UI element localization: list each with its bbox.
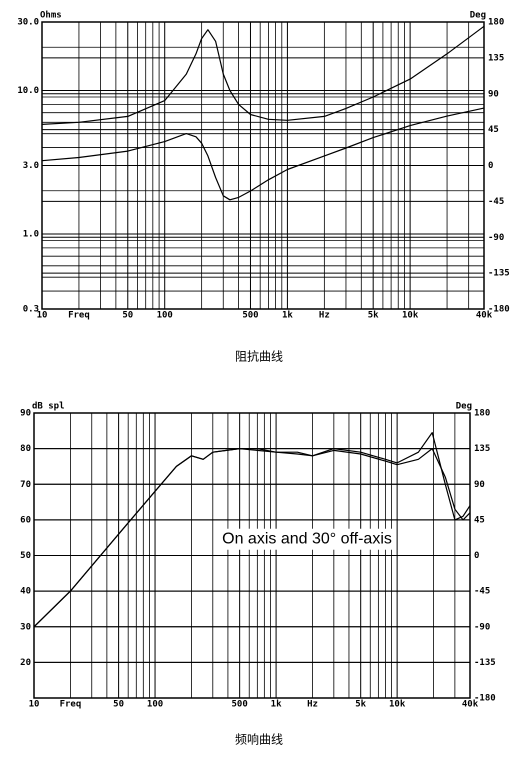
y2-axis-label: Deg — [456, 402, 472, 412]
x-tick-label: 50 — [122, 311, 133, 321]
x-tick-label: 10 — [37, 311, 48, 321]
y2-tick-label: 180 — [488, 18, 504, 28]
y2-tick-label: 90 — [474, 480, 485, 490]
y2-tick-label: 135 — [488, 53, 504, 63]
y-tick-label: 20 — [20, 658, 31, 668]
plot-frame — [41, 21, 485, 310]
y2-tick-label: 45 — [474, 515, 485, 525]
x-tick-label: 50 — [113, 700, 124, 710]
y2-tick-label: 0 — [488, 161, 493, 171]
x-axis-label: Freq — [60, 700, 82, 710]
x-tick-label: 500 — [232, 700, 248, 710]
x-tick-label: 5k — [368, 311, 379, 321]
y2-tick-label: -90 — [488, 233, 504, 243]
x-tick-label: 1k — [282, 311, 293, 321]
y-tick-label: 40 — [20, 587, 31, 597]
y-tick-label: 0.3 — [23, 305, 39, 315]
y-axis-label: dB spl — [32, 402, 65, 412]
plot-frame — [33, 412, 471, 699]
x-tick-label: 40k — [476, 311, 493, 321]
y2-tick-label: 0 — [474, 551, 479, 561]
y2-tick-label: 90 — [488, 89, 499, 99]
y-tick-label: 80 — [20, 444, 31, 454]
y2-tick-label: -45 — [488, 197, 504, 207]
x-tick-label: 100 — [157, 311, 173, 321]
annotation: On axis and 30° off-axis — [222, 531, 392, 548]
annotation-bg — [219, 528, 395, 550]
y-tick-label: 10.0 — [17, 86, 39, 96]
y2-tick-label: -180 — [474, 694, 496, 704]
x-tick-label: 10 — [29, 700, 40, 710]
x-tick-label: 10k — [402, 311, 419, 321]
y2-tick-label: 135 — [474, 444, 490, 454]
y-tick-label: 3.0 — [23, 161, 39, 171]
y2-tick-label: -135 — [474, 658, 496, 668]
series-line — [41, 107, 485, 201]
y-tick-label: 30 — [20, 622, 31, 632]
y2-tick-label: -180 — [488, 305, 510, 315]
x-tick-label: 500 — [242, 311, 258, 321]
y-tick-label: 1.0 — [23, 229, 39, 239]
y2-tick-label: 45 — [488, 125, 499, 135]
x-axis-label: Freq — [68, 311, 90, 321]
y-tick-label: 30.0 — [17, 18, 39, 28]
y-tick-label: 90 — [20, 409, 31, 419]
caption: 频响曲线 — [235, 732, 283, 747]
series-line — [41, 25, 485, 125]
y2-tick-label: -90 — [474, 622, 490, 632]
x-tick-label: 10k — [389, 700, 406, 710]
y2-tick-label: 180 — [474, 409, 490, 419]
x-axis-unit: Hz — [319, 311, 330, 321]
x-tick-label: 40k — [462, 700, 479, 710]
x-tick-label: 5k — [355, 700, 366, 710]
y2-tick-label: -135 — [488, 269, 510, 279]
caption: 阻抗曲线 — [235, 349, 283, 364]
y-tick-label: 60 — [20, 515, 31, 525]
x-axis-unit: Hz — [307, 700, 318, 710]
y2-axis-label: Deg — [470, 11, 486, 21]
y2-tick-label: -45 — [474, 587, 490, 597]
series-line — [33, 448, 471, 628]
y-tick-label: 50 — [20, 551, 31, 561]
x-tick-label: 1k — [271, 700, 282, 710]
y-tick-label: 70 — [20, 480, 31, 490]
y-axis-label: Ohms — [40, 11, 62, 21]
x-tick-label: 100 — [147, 700, 163, 710]
